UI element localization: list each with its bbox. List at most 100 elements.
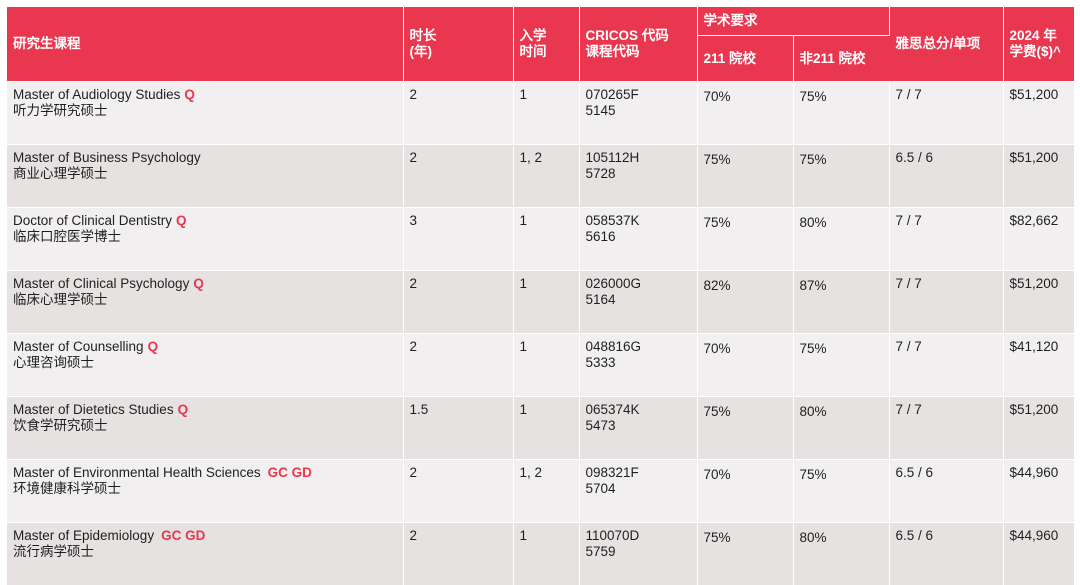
program-name-en: Master of Audiology Studies [13, 87, 180, 102]
program-name-zh: 听力学研究硕士 [13, 103, 397, 119]
program-name-en: Master of Dietetics Studies [13, 402, 174, 417]
cell-ielts: 6.5 / 6 [889, 460, 1003, 523]
cell-duration: 2 [403, 82, 513, 145]
cell-intake: 1 [513, 208, 579, 271]
cricos-code: 098321F [586, 465, 691, 481]
cell-non211: 80% [793, 397, 889, 460]
cell-non211: 75% [793, 334, 889, 397]
header-academic: 学术要求 [697, 7, 889, 36]
cell-fee: $51,200 [1003, 271, 1074, 334]
program-table: 研究生课程 时长 (年) 入学 时间 CRICOS 代码 课程代码 学术要求 雅… [7, 7, 1074, 585]
program-name-zh: 商业心理学硕士 [13, 166, 397, 182]
cricos-code: 070265F [586, 87, 691, 103]
program-name-en: Master of Environmental Health Sciences [13, 465, 261, 480]
cell-intake: 1 [513, 82, 579, 145]
cricos-code: 110070D [586, 528, 691, 544]
program-name-zh: 临床心理学硕士 [13, 292, 397, 308]
header-cricos: CRICOS 代码 课程代码 [579, 7, 697, 82]
program-name-en: Master of Counselling [13, 339, 144, 354]
cell-211: 82% [697, 271, 793, 334]
cell-211: 75% [697, 208, 793, 271]
program-tag: Q [176, 213, 187, 228]
program-tag: GC GD [161, 528, 205, 543]
cell-intake: 1 [513, 271, 579, 334]
header-fee: 2024 年 学费($)^ [1003, 7, 1074, 82]
cell-fee: $44,960 [1003, 523, 1074, 585]
header-cricos-l2: 课程代码 [586, 44, 691, 60]
program-name-en: Doctor of Clinical Dentistry [13, 213, 172, 228]
course-code: 5473 [586, 418, 691, 434]
cell-non211: 87% [793, 271, 889, 334]
cell-ielts: 7 / 7 [889, 208, 1003, 271]
course-code: 5759 [586, 544, 691, 560]
program-tag: Q [178, 402, 189, 417]
cell-ielts: 6.5 / 6 [889, 145, 1003, 208]
program-table-container: 研究生课程 时长 (年) 入学 时间 CRICOS 代码 课程代码 学术要求 雅… [7, 7, 1074, 585]
program-name-en: Master of Business Psychology [13, 150, 201, 165]
cricos-code: 048816G [586, 339, 691, 355]
header-duration-l1: 时长 [410, 28, 507, 44]
cell-duration: 2 [403, 523, 513, 585]
cell-fee: $82,662 [1003, 208, 1074, 271]
cell-211: 70% [697, 334, 793, 397]
course-code: 5728 [586, 166, 691, 182]
cell-non211: 75% [793, 82, 889, 145]
cell-ielts: 7 / 7 [889, 271, 1003, 334]
program-tag: Q [184, 87, 195, 102]
cell-fee: $51,200 [1003, 145, 1074, 208]
program-name-en: Master of Epidemiology [13, 528, 154, 543]
course-code: 5616 [586, 229, 691, 245]
cricos-code: 105112H [586, 150, 691, 166]
header-intake-l1: 入学 [520, 28, 573, 44]
cell-non211: 75% [793, 145, 889, 208]
course-code: 5704 [586, 481, 691, 497]
cell-211: 75% [697, 397, 793, 460]
course-code: 5164 [586, 292, 691, 308]
cell-duration: 1.5 [403, 397, 513, 460]
program-tag: Q [148, 339, 159, 354]
cell-non211: 80% [793, 208, 889, 271]
program-name-zh: 临床口腔医学博士 [13, 229, 397, 245]
cricos-code: 058537K [586, 213, 691, 229]
header-non211: 非211 院校 [793, 36, 889, 82]
cell-ielts: 7 / 7 [889, 82, 1003, 145]
header-duration: 时长 (年) [403, 7, 513, 82]
cell-ielts: 7 / 7 [889, 334, 1003, 397]
header-intake: 入学 时间 [513, 7, 579, 82]
program-name-zh: 饮食学研究硕士 [13, 418, 397, 434]
cell-non211: 75% [793, 460, 889, 523]
header-duration-l2: (年) [410, 44, 507, 60]
cell-ielts: 7 / 7 [889, 397, 1003, 460]
cell-211: 70% [697, 82, 793, 145]
program-name-zh: 流行病学硕士 [13, 544, 397, 560]
program-name-zh: 心理咨询硕士 [13, 355, 397, 371]
cricos-code: 026000G [586, 276, 691, 292]
cell-intake: 1 [513, 334, 579, 397]
header-fee-l2: 学费($)^ [1010, 44, 1069, 60]
course-code: 5333 [586, 355, 691, 371]
header-211: 211 院校 [697, 36, 793, 82]
cell-211: 75% [697, 145, 793, 208]
header-ielts: 雅思总分/单项 [889, 7, 1003, 82]
cell-fee: $41,120 [1003, 334, 1074, 397]
